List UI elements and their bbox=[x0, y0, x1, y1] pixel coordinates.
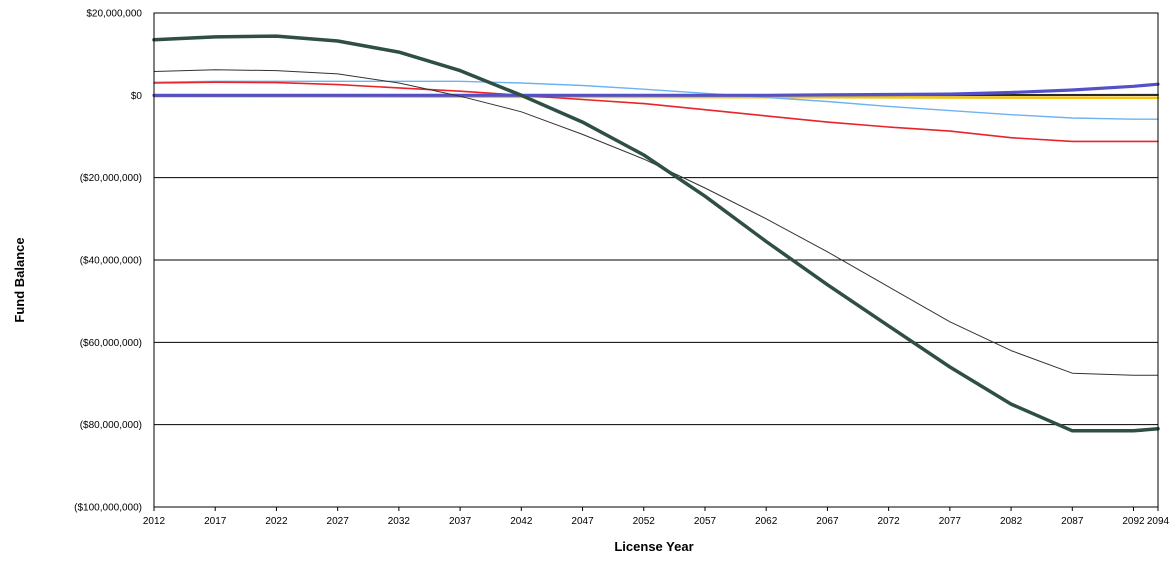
y-tick-label: ($60,000,000) bbox=[80, 338, 142, 349]
x-tick-label: 2077 bbox=[939, 516, 962, 527]
x-tick-label: 2012 bbox=[143, 516, 166, 527]
x-tick-label: 2047 bbox=[571, 516, 594, 527]
x-tick-label: 2057 bbox=[694, 516, 717, 527]
y-tick-label: $20,000,000 bbox=[86, 9, 142, 20]
x-tick-label: 2037 bbox=[449, 516, 472, 527]
x-tick-label: 2017 bbox=[204, 516, 227, 527]
x-tick-label: 2052 bbox=[633, 516, 656, 527]
y-tick-label: ($100,000,000) bbox=[74, 503, 142, 514]
y-tick-label: ($80,000,000) bbox=[80, 420, 142, 431]
y-tick-label: ($40,000,000) bbox=[80, 256, 142, 267]
x-tick-label: 2067 bbox=[816, 516, 839, 527]
x-tick-label: 2032 bbox=[388, 516, 411, 527]
x-tick-label: 2027 bbox=[327, 516, 350, 527]
x-tick-label: 2022 bbox=[265, 516, 288, 527]
x-axis-title: License Year bbox=[614, 539, 693, 554]
y-tick-label: $0 bbox=[131, 91, 143, 102]
series-line-5 bbox=[152, 82, 1160, 97]
x-tick-label: 2094 bbox=[1147, 516, 1170, 527]
series-line-3 bbox=[153, 81, 1159, 143]
x-tick-label: 2072 bbox=[878, 516, 901, 527]
plot-area-border bbox=[153, 12, 1159, 508]
y-axis-title: Fund Balance bbox=[12, 237, 27, 322]
x-tick-label: 2087 bbox=[1061, 516, 1084, 527]
series-line-2 bbox=[153, 69, 1159, 376]
series-line-4 bbox=[153, 80, 1159, 120]
x-tick-label: 2092 bbox=[1122, 516, 1145, 527]
y-tick-label: ($20,000,000) bbox=[80, 173, 142, 184]
series-line-1 bbox=[152, 34, 1160, 433]
x-tick-label: 2062 bbox=[755, 516, 778, 527]
x-tick-label: 2082 bbox=[1000, 516, 1023, 527]
x-tick-label: 2042 bbox=[510, 516, 533, 527]
